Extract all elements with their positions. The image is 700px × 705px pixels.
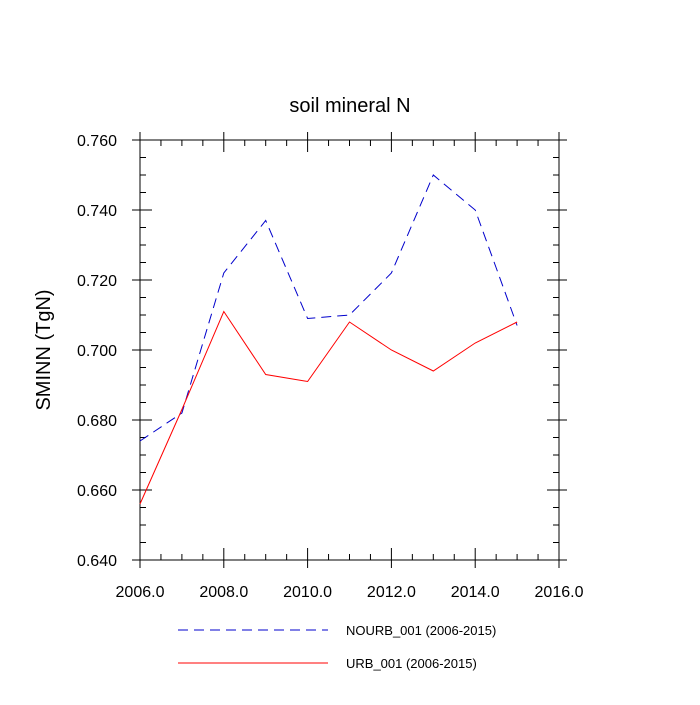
y-tick-label: 0.760 <box>77 133 117 150</box>
chart-title: soil mineral N <box>289 95 410 117</box>
series-line-0 <box>139 174 518 442</box>
legend-label-0: NOURB_001 (2006-2015) <box>346 623 496 638</box>
plot-frame <box>139 139 560 561</box>
legend-label-1: URB_001 (2006-2015) <box>346 656 477 671</box>
x-tick-label: 2014.0 <box>451 584 500 601</box>
y-axis-label: SMINN (TgN) <box>33 289 55 410</box>
x-tick-label: 2008.0 <box>199 584 248 601</box>
series-lines <box>139 174 518 505</box>
axis-ticks: 2006.0 2008.0 2010.0 2012.0 2014.0 2016.0 0.64… <box>77 132 584 601</box>
y-tick-label: 0.660 <box>77 483 117 500</box>
y-tick-label: 0.720 <box>77 273 117 290</box>
x-tick-label: 2016.0 <box>535 584 584 601</box>
x-tick-label: 2006.0 <box>116 584 165 601</box>
legend: NOURB_001 (2006-2015) URB_001 (2006-2015) <box>178 623 496 671</box>
y-tick-label: 0.680 <box>77 413 117 430</box>
y-tick-label: 0.700 <box>77 343 117 360</box>
x-tick-label: 2012.0 <box>367 584 416 601</box>
y-tick-label: 0.640 <box>77 553 117 570</box>
y-tick-label: 0.740 <box>77 203 117 220</box>
x-tick-label: 2010.0 <box>283 584 332 601</box>
series-line-1 <box>139 310 518 505</box>
